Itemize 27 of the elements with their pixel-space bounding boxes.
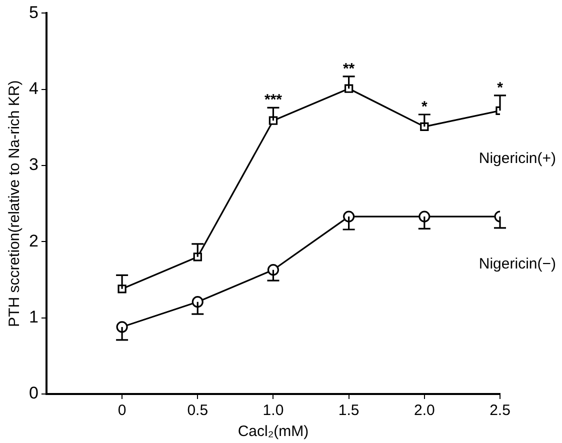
annotation: * (497, 79, 504, 96)
y-tick-label: 2 (28, 231, 38, 250)
x-axis-title: Cacl₂(mM) (238, 423, 309, 440)
x-tick-label: 1.5 (338, 402, 360, 420)
x-tick-label: 1.0 (262, 402, 284, 420)
text: Nigericin(+) (478, 150, 556, 167)
point (343, 210, 355, 222)
annotation: * (421, 98, 428, 116)
point (420, 122, 429, 132)
x-tick-label: 0 (118, 402, 126, 420)
text: Nigericin(−) (478, 256, 556, 273)
y-tick-label: 5 (28, 2, 38, 22)
annotation: ** (342, 60, 355, 78)
annotation: *** (264, 92, 282, 109)
x-tick-label: 2.5 (490, 402, 510, 420)
point (344, 84, 354, 93)
point (418, 210, 430, 222)
x-tick-label: 0.5 (187, 402, 208, 420)
point (268, 116, 278, 125)
y-tick-label: 0 (28, 384, 38, 403)
point (192, 296, 204, 308)
point (267, 264, 280, 276)
y-tick-label: 1 (28, 308, 38, 327)
y-tick-label: 4 (28, 79, 38, 98)
x-tick-label: 2.0 (414, 402, 435, 420)
y-axis-title: PTH sccretion(relative to Na-rich KR) (6, 80, 24, 327)
y-tick-label: 3 (28, 155, 38, 174)
